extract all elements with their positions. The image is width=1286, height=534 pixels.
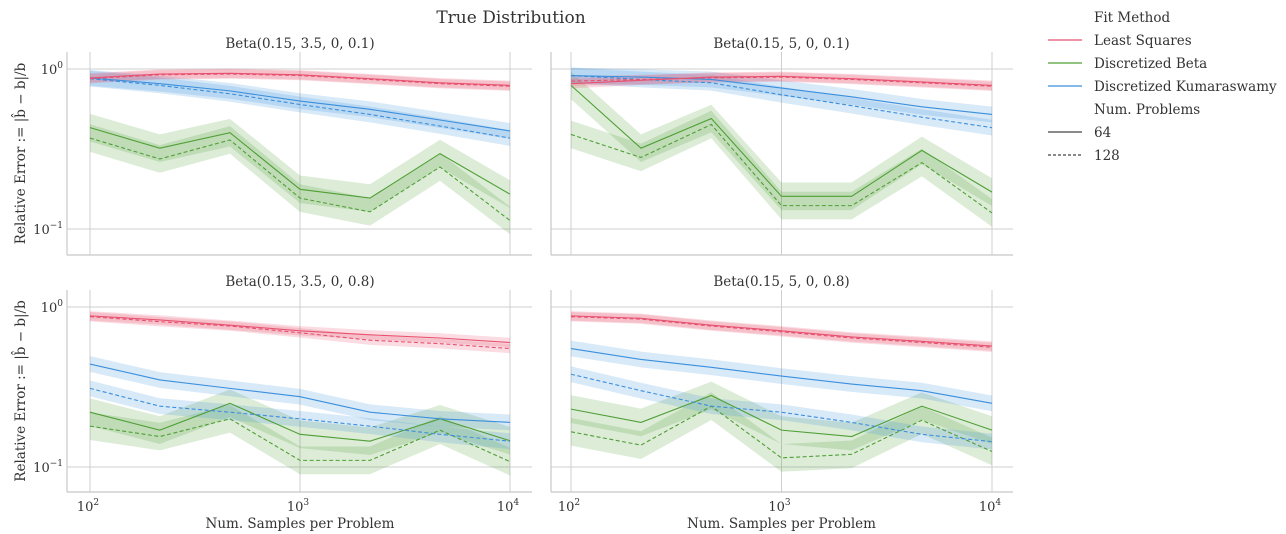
legend: Fit Method Least Squares Discretized Beta D…	[1048, 10, 1277, 164]
x-tick-label: 103	[768, 498, 791, 515]
panel-title: Beta(0.15, 3.5, 0, 0.8)	[225, 274, 374, 290]
ci-band-ls-64	[90, 311, 510, 348]
x-axis-label: Num. Samples per Problem	[687, 516, 876, 532]
panel-title: Beta(0.15, 3.5, 0, 0.1)	[225, 36, 374, 52]
y-axis-label: Relative Error := |b̂ − b|/b	[11, 63, 29, 244]
legend-style-title: Num. Problems	[1094, 102, 1200, 118]
x-tick-label: 104	[979, 498, 1002, 515]
ci-band-ls-64	[571, 71, 992, 91]
legend-hue-title: Fit Method	[1094, 10, 1170, 26]
y-axis-label: Relative Error := |b̂ − b|/b	[11, 300, 29, 481]
ci-band-beta-64	[571, 71, 992, 211]
chart-title: True Distribution	[436, 8, 585, 28]
legend-entry-64: 64	[1094, 125, 1111, 141]
ci-band-beta-64	[90, 389, 510, 455]
ci-band-ls-128	[571, 72, 992, 91]
y-tick-label: 10−1	[33, 221, 63, 238]
panel-title: Beta(0.15, 5, 0, 0.8)	[713, 274, 849, 290]
ci-band-kuma-128	[90, 380, 510, 450]
panel-2: Beta(0.15, 5, 0, 0.1)	[550, 36, 1013, 256]
ci-band-beta-64	[90, 113, 510, 212]
x-axis-label: Num. Samples per Problem	[206, 516, 395, 532]
ci-band-beta-128	[90, 405, 510, 476]
ci-band-beta-64	[571, 381, 992, 451]
legend-entry-ls: Least Squares	[1094, 33, 1192, 49]
legend-entry-kuma: Discretized Kumaraswamy	[1094, 79, 1277, 95]
ci-band-beta-128	[571, 110, 992, 227]
legend-entry-beta: Discretized Beta	[1094, 56, 1207, 72]
x-tick-label: 102	[77, 498, 99, 515]
x-tick-label: 103	[287, 498, 310, 515]
y-tick-label: 10−1	[33, 459, 63, 476]
legend-entry-128: 128	[1094, 148, 1120, 164]
y-tick-label: 100	[41, 299, 64, 316]
ci-band-beta-128	[90, 124, 510, 235]
ci-band-beta-128	[571, 392, 992, 472]
panel-title: Beta(0.15, 5, 0, 0.1)	[713, 36, 849, 52]
x-tick-label: 102	[558, 498, 580, 515]
x-tick-label: 104	[497, 498, 520, 515]
ci-band-kuma-128	[571, 67, 992, 136]
ci-band-kuma-64	[90, 356, 510, 431]
panel-4: Beta(0.15, 5, 0, 0.8) 102 103 104 Num. Sampl…	[550, 274, 1013, 532]
y-tick-label: 100	[41, 61, 64, 78]
